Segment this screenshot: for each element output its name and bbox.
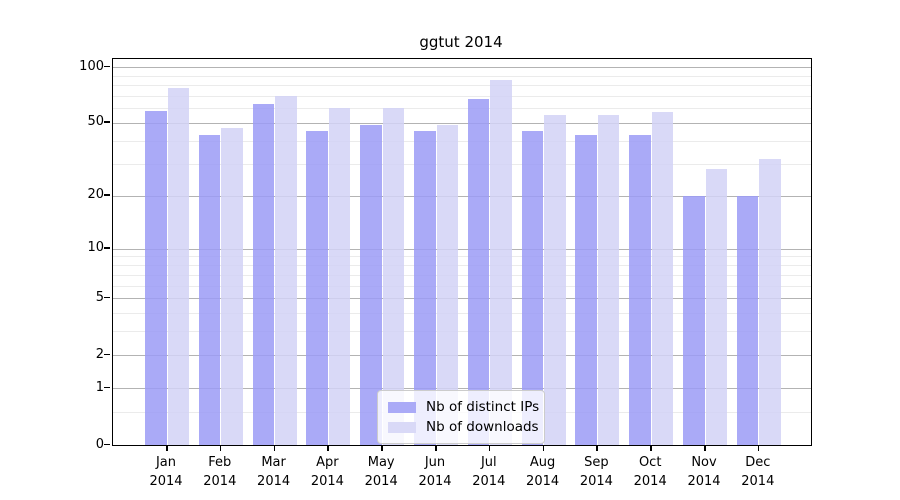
x-tick-may — [381, 446, 383, 451]
gridline-minor-3 — [113, 331, 811, 333]
legend-item-distinct-ips: Nb of distinct IPs — [388, 397, 544, 417]
bar-downloads-dec — [759, 158, 781, 445]
x-label-may: May 2014 — [364, 455, 398, 489]
bar-distinct-ips-sep — [575, 135, 597, 445]
chart-title: ggtut 2014 — [419, 33, 503, 51]
x-tick-aug — [542, 446, 545, 451]
x-label-nov: Nov 2014 — [687, 455, 721, 489]
gridline-major-20 — [113, 195, 811, 197]
gridline-major-5 — [113, 298, 811, 300]
plot-area: Nb of distinct IPs Nb of downloads — [112, 58, 812, 446]
bar-downloads-aug — [544, 115, 566, 445]
legend-item-downloads: Nb of downloads — [388, 417, 544, 437]
y-label-10: 10 — [87, 240, 104, 256]
bar-downloads-jan — [167, 88, 189, 445]
gridline-major-100 — [113, 67, 811, 68]
gridline-minor-6 — [113, 285, 811, 287]
y-label-1: 1 — [95, 379, 104, 395]
gridline-minor-70 — [113, 95, 811, 97]
y-label-2: 2 — [95, 346, 104, 362]
y-tick-2 — [104, 353, 110, 356]
y-label-0: 0 — [95, 436, 104, 452]
y-tick-50 — [104, 121, 110, 123]
x-tick-sep — [596, 446, 598, 451]
y-label-100: 100 — [79, 58, 104, 74]
x-label-jan: Jan 2014 — [149, 455, 183, 489]
bar-distinct-ips-aug — [521, 131, 544, 445]
gridline-minor-80 — [113, 85, 811, 87]
bar-distinct-ips-nov — [683, 195, 705, 445]
gridline-minor-40 — [113, 140, 811, 142]
y-tick-20 — [104, 194, 110, 196]
gridline-minor-7 — [113, 274, 811, 276]
bar-downloads-feb — [221, 127, 243, 445]
bar-downloads-mar — [275, 95, 297, 445]
bar-distinct-ips-dec — [736, 195, 759, 445]
gridline-major-50 — [113, 122, 811, 124]
bar-downloads-may — [382, 108, 405, 445]
legend-label-distinct-ips: Nb of distinct IPs — [426, 399, 540, 415]
bar-downloads-jun — [436, 124, 458, 445]
y-tick-1 — [104, 386, 110, 389]
bar-distinct-ips-jan — [145, 111, 167, 445]
legend: Nb of distinct IPs Nb of downloads — [377, 390, 545, 444]
bar-downloads-sep — [597, 115, 620, 445]
bar-downloads-nov — [705, 169, 727, 445]
x-tick-dec — [757, 446, 760, 451]
x-tick-jun — [435, 446, 437, 451]
x-tick-apr — [327, 446, 329, 451]
x-label-oct: Oct 2014 — [633, 455, 667, 489]
bar-downloads-jul — [490, 80, 512, 445]
x-tick-oct — [650, 446, 652, 451]
x-tick-nov — [704, 446, 706, 451]
x-label-apr: Apr 2014 — [310, 455, 344, 489]
gridline-minor-4 — [113, 313, 811, 315]
gridline-major-2 — [113, 355, 811, 357]
y-label-20: 20 — [87, 187, 104, 203]
gridline-major-10 — [113, 248, 811, 250]
y-tick-100 — [104, 65, 110, 67]
x-tick-jan — [166, 446, 168, 451]
y-label-5: 5 — [95, 289, 104, 305]
x-label-dec: Dec 2014 — [741, 455, 775, 489]
y-tick-5 — [104, 296, 110, 299]
x-tick-mar — [273, 446, 276, 451]
y-label-50: 50 — [87, 114, 104, 130]
gridline-major-1 — [113, 388, 811, 390]
x-label-jul: Jul 2014 — [472, 455, 506, 489]
bar-distinct-ips-oct — [629, 135, 651, 445]
bar-distinct-ips-apr — [306, 131, 328, 445]
bar-distinct-ips-may — [360, 124, 382, 445]
legend-swatch-downloads — [388, 421, 416, 433]
x-label-mar: Mar 2014 — [257, 455, 291, 489]
x-label-feb: Feb 2014 — [203, 455, 237, 489]
y-tick-10 — [104, 247, 110, 249]
gridline-minor-60 — [113, 108, 811, 110]
x-tick-jul — [488, 446, 491, 451]
gridline-minor-8 — [113, 265, 811, 267]
x-label-aug: Aug 2014 — [526, 455, 560, 489]
x-label-sep: Sep 2014 — [579, 455, 613, 489]
gridline-minor-9 — [113, 256, 811, 258]
bar-distinct-ips-feb — [198, 135, 221, 445]
bar-downloads-apr — [328, 108, 351, 445]
legend-label-downloads: Nb of downloads — [426, 419, 539, 435]
x-label-jun: Jun 2014 — [418, 455, 452, 489]
x-tick-feb — [219, 446, 222, 451]
bar-distinct-ips-mar — [252, 104, 275, 445]
bar-distinct-ips-jun — [414, 131, 436, 445]
bar-downloads-oct — [651, 112, 674, 445]
gridline-minor-90 — [113, 75, 811, 77]
y-tick-0 — [104, 443, 110, 445]
legend-swatch-distinct-ips — [388, 401, 416, 413]
gridline-minor-30 — [113, 163, 811, 165]
bar-distinct-ips-jul — [467, 99, 490, 445]
